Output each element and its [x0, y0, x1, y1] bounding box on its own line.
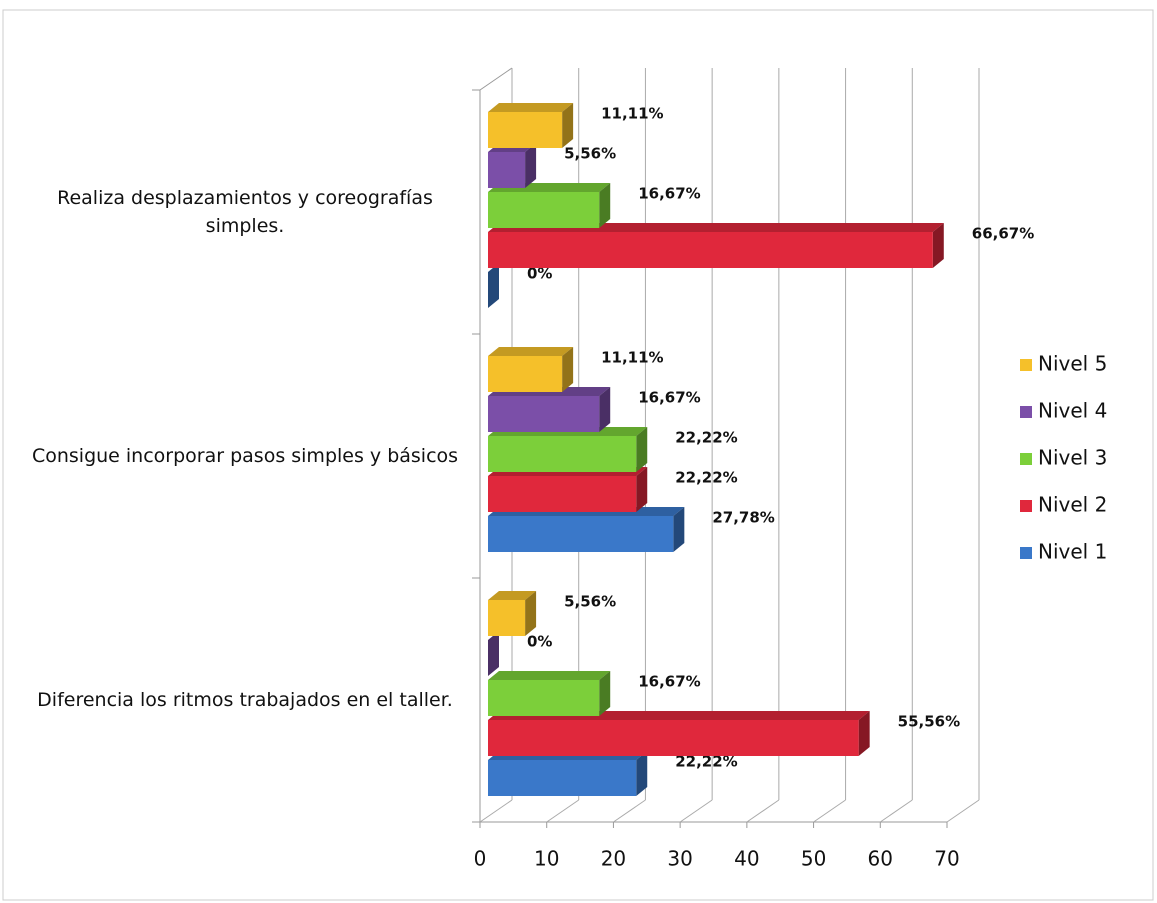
grid-line [813, 799, 846, 823]
bar [488, 387, 611, 432]
bar [488, 631, 499, 676]
wall-edge [479, 67, 513, 91]
data-label: 55,56% [898, 713, 960, 731]
legend-label: Nivel 1 [1038, 540, 1107, 564]
bar-front [488, 760, 637, 796]
bar-front [488, 476, 637, 512]
x-tick-label: 50 [801, 847, 826, 871]
grid-line [746, 799, 780, 823]
bar-front [488, 356, 563, 392]
legend-swatch [1020, 453, 1032, 465]
legend-swatch [1020, 406, 1032, 418]
data-label: 5,56% [564, 145, 616, 163]
bar-side [599, 671, 611, 716]
bar-front [488, 232, 933, 268]
bar-side [599, 387, 611, 432]
category-label: Diferencia los ritmos trabajados en el t… [37, 689, 453, 711]
bar [488, 183, 611, 228]
bar-front [488, 680, 600, 716]
x-tick-label: 30 [667, 847, 692, 871]
bar-front [488, 436, 637, 472]
x-tick-label: 0 [474, 847, 487, 871]
bar [488, 671, 611, 716]
bar-top [488, 671, 611, 680]
legend-swatch [1020, 500, 1032, 512]
grid-line [679, 799, 713, 823]
x-tick-label: 40 [734, 847, 759, 871]
bar [488, 507, 685, 552]
grid-line [946, 799, 980, 823]
bar-front [488, 720, 859, 756]
legend-swatch [1020, 547, 1032, 559]
bar [488, 427, 648, 472]
data-label: 11,11% [601, 105, 663, 123]
bar-front [488, 192, 600, 228]
bar-front [488, 152, 526, 188]
data-label: 11,11% [601, 349, 663, 367]
x-tick-label: 10 [534, 847, 559, 871]
bar-side [673, 507, 685, 552]
grid-line [613, 799, 646, 823]
data-label: 16,67% [638, 389, 700, 407]
bar [488, 263, 499, 308]
legend-label: Nivel 5 [1038, 352, 1107, 376]
bar [488, 467, 648, 512]
grid-line [546, 799, 579, 823]
data-label: 0% [527, 633, 552, 651]
bar-side [525, 591, 537, 636]
data-label: 27,78% [712, 509, 774, 527]
bar [488, 103, 574, 148]
data-label: 66,67% [972, 225, 1034, 243]
legend-swatch [1020, 359, 1032, 371]
bar-side [636, 427, 648, 472]
data-label: 16,67% [638, 673, 700, 691]
x-tick-label: 70 [934, 847, 959, 871]
bar [488, 143, 537, 188]
bar-side [858, 711, 870, 756]
data-label: 16,67% [638, 185, 700, 203]
bar-side [932, 223, 944, 268]
category-label: Consigue incorporar pasos simples y bási… [31, 445, 459, 467]
bar-side [488, 631, 499, 676]
bar-side [562, 103, 574, 148]
bar-top [488, 591, 537, 600]
bar [488, 223, 944, 268]
bar [488, 591, 537, 636]
bar-front [488, 600, 526, 636]
bar-side [636, 751, 648, 796]
data-label: 22,22% [675, 469, 737, 487]
grid-line [479, 799, 513, 823]
frame [2, 9, 1154, 901]
bar-top [488, 103, 574, 112]
bar-side [562, 347, 574, 392]
bar-side [599, 183, 611, 228]
legend-label: Nivel 4 [1038, 399, 1107, 423]
legend-label: Nivel 3 [1038, 446, 1107, 470]
bar [488, 347, 574, 392]
grid-line [880, 799, 913, 823]
data-label: 22,22% [675, 753, 737, 771]
bar-top [488, 347, 574, 356]
bar-front [488, 396, 600, 432]
bar-front [488, 516, 674, 552]
category-label: Realiza desplazamientos y coreografías s… [57, 187, 433, 237]
bar-side [525, 143, 537, 188]
bar-side [636, 467, 648, 512]
bar-side [488, 263, 499, 308]
data-label: 0% [527, 265, 552, 283]
x-tick-label: 60 [868, 847, 893, 871]
bar [488, 711, 870, 756]
bar-front [488, 112, 563, 148]
legend-label: Nivel 2 [1038, 493, 1107, 517]
data-label: 5,56% [564, 593, 616, 611]
data-label: 22,22% [675, 429, 737, 447]
bar [488, 751, 648, 796]
x-tick-label: 20 [601, 847, 626, 871]
